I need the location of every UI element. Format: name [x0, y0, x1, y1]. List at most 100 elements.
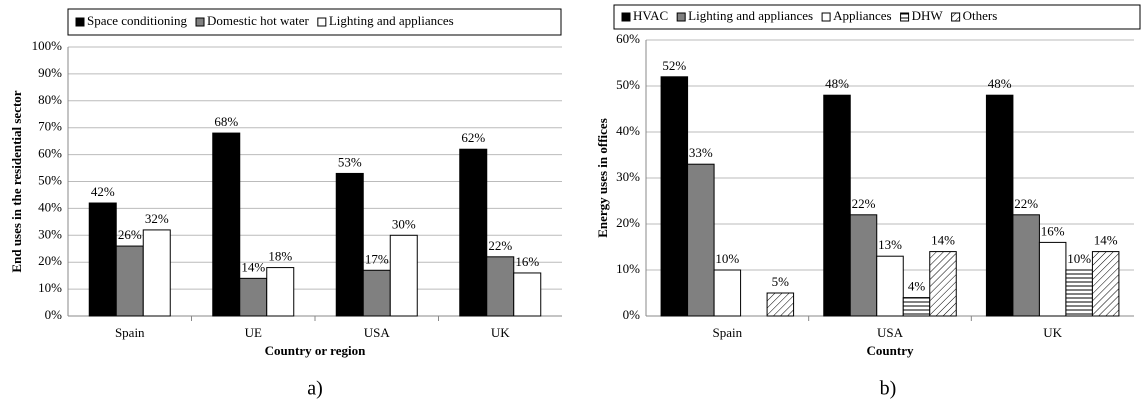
data-label: 62% — [461, 130, 485, 145]
bar — [687, 163, 715, 317]
bar — [1065, 269, 1093, 317]
legend-label: HVAC — [633, 8, 668, 23]
bar — [823, 94, 851, 317]
data-label: 30% — [392, 216, 416, 231]
legend-label: Domestic hot water — [207, 13, 309, 28]
bar — [1091, 251, 1120, 317]
data-label: 10% — [715, 251, 739, 266]
data-label: 18% — [268, 249, 292, 264]
y-tick-label: 40% — [616, 123, 640, 138]
data-label: 42% — [91, 184, 115, 199]
data-label: 14% — [1094, 233, 1118, 248]
bar — [335, 172, 364, 317]
bar — [876, 255, 904, 317]
legend-label: Lighting and appliances — [688, 8, 813, 23]
bar — [1038, 241, 1067, 317]
x-tick-label: UK — [491, 325, 510, 340]
legend-swatch — [621, 12, 631, 22]
data-label: 48% — [988, 76, 1012, 91]
y-axis-label: End uses in the residential sector — [9, 90, 24, 272]
bar — [212, 132, 241, 317]
legend-box — [613, 4, 1141, 30]
y-tick-label: 30% — [38, 226, 62, 241]
data-label: 16% — [515, 254, 539, 269]
bar — [459, 148, 488, 317]
y-tick-label: 20% — [38, 253, 62, 268]
y-tick-label: 10% — [616, 261, 640, 276]
x-axis-label: Country or region — [265, 343, 366, 358]
legend-swatch — [951, 12, 961, 22]
y-tick-label: 60% — [616, 31, 640, 46]
bar — [849, 214, 878, 317]
legend-label: Appliances — [833, 8, 891, 23]
data-label: 53% — [338, 154, 362, 169]
data-label: 4% — [908, 279, 926, 294]
x-axis-label: Country — [867, 343, 914, 358]
bar — [239, 277, 268, 317]
data-label: 16% — [1041, 223, 1065, 238]
legend-label: Others — [963, 8, 998, 23]
legend-box — [67, 8, 562, 36]
legend-swatch — [195, 17, 205, 27]
y-tick-label: 90% — [38, 65, 62, 80]
bar — [389, 234, 418, 317]
bar — [513, 272, 542, 317]
bar — [1012, 214, 1040, 317]
data-label: 13% — [878, 237, 902, 252]
y-tick-label: 40% — [38, 199, 62, 214]
data-label: 26% — [118, 227, 142, 242]
x-tick-label: USA — [364, 325, 391, 340]
x-tick-label: Spain — [713, 325, 743, 340]
y-tick-label: 50% — [616, 77, 640, 92]
data-label: 22% — [1014, 196, 1038, 211]
bar — [88, 202, 117, 317]
data-label: 32% — [145, 211, 169, 226]
legend-swatch — [317, 17, 327, 27]
data-label: 10% — [1067, 251, 1091, 266]
legend-label: Space conditioning — [87, 13, 188, 28]
y-tick-label: 10% — [38, 280, 62, 295]
x-tick-label: UK — [1043, 325, 1062, 340]
x-tick-label: UE — [245, 325, 262, 340]
y-tick-label: 30% — [616, 169, 640, 184]
bar — [266, 267, 295, 317]
y-tick-label: 0% — [45, 307, 63, 322]
data-label: 22% — [488, 238, 512, 253]
bar — [902, 297, 931, 317]
bar — [660, 76, 689, 317]
y-tick-label: 80% — [38, 92, 62, 107]
bar — [142, 229, 171, 317]
bar — [766, 292, 795, 317]
data-label: 33% — [689, 145, 713, 160]
legend-swatch — [900, 12, 910, 22]
data-label: 17% — [365, 251, 389, 266]
y-tick-label: 0% — [623, 307, 641, 322]
data-label: 52% — [662, 58, 686, 73]
caption: a) — [307, 378, 323, 400]
y-tick-label: 50% — [38, 172, 62, 187]
data-label: 22% — [852, 196, 876, 211]
legend-swatch — [75, 17, 85, 27]
legend-swatch — [821, 12, 831, 22]
bar — [486, 256, 515, 317]
bar — [713, 269, 742, 317]
legend-label: Lighting and appliances — [329, 13, 454, 28]
bar — [985, 94, 1014, 317]
caption: b) — [880, 378, 897, 400]
x-tick-label: Spain — [115, 325, 145, 340]
y-tick-label: 60% — [38, 146, 62, 161]
legend-label: DHW — [912, 8, 944, 23]
y-tick-label: 100% — [32, 38, 63, 53]
data-label: 68% — [214, 114, 238, 129]
bar — [929, 251, 957, 317]
data-label: 48% — [825, 76, 849, 91]
y-axis-label: Energy uses in offices — [595, 118, 610, 238]
y-tick-label: 20% — [616, 215, 640, 230]
x-tick-label: USA — [877, 325, 904, 340]
legend-swatch — [676, 12, 686, 22]
bar — [362, 269, 391, 317]
y-tick-label: 70% — [38, 119, 62, 134]
data-label: 14% — [241, 259, 265, 274]
data-label: 14% — [931, 233, 955, 248]
